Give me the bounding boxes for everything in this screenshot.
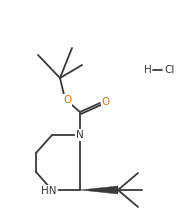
Polygon shape [80, 186, 118, 194]
Text: HN: HN [41, 186, 57, 196]
Text: O: O [63, 95, 71, 105]
Text: Cl: Cl [165, 65, 175, 75]
Text: N: N [76, 130, 84, 140]
Text: O: O [102, 97, 110, 107]
Text: H: H [144, 65, 152, 75]
